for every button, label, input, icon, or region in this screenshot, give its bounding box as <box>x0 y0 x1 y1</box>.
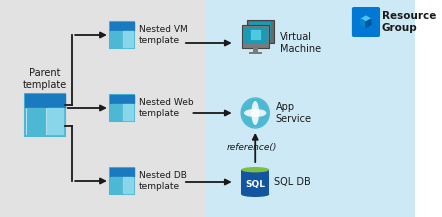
Circle shape <box>241 98 269 128</box>
Text: SQL DB: SQL DB <box>274 177 311 187</box>
Bar <box>123 104 133 120</box>
Bar <box>110 95 134 103</box>
Bar <box>27 108 45 134</box>
Text: Nested VM
template: Nested VM template <box>139 25 187 45</box>
Text: Resource
Group: Resource Group <box>382 11 436 33</box>
FancyBboxPatch shape <box>352 7 380 37</box>
Bar <box>46 108 63 134</box>
Bar <box>110 22 134 48</box>
Text: Nested DB
template: Nested DB template <box>139 171 187 191</box>
Text: App
Service: App Service <box>276 102 312 124</box>
Polygon shape <box>361 19 366 28</box>
Bar <box>123 177 133 193</box>
Bar <box>249 22 271 40</box>
Polygon shape <box>361 16 371 22</box>
Bar <box>25 94 65 107</box>
Text: Nested Web
template: Nested Web template <box>139 98 194 118</box>
Bar <box>206 0 415 217</box>
Text: Parent
template: Parent template <box>23 68 67 90</box>
Bar <box>123 31 133 47</box>
Bar <box>110 168 134 176</box>
Polygon shape <box>366 19 371 28</box>
Text: Virtual
Machine: Virtual Machine <box>280 32 321 54</box>
Bar <box>110 22 134 30</box>
Ellipse shape <box>241 192 269 197</box>
Circle shape <box>241 98 269 128</box>
Bar <box>253 48 258 52</box>
Bar <box>111 104 122 120</box>
Ellipse shape <box>251 101 259 125</box>
Bar <box>25 94 65 136</box>
Ellipse shape <box>241 167 269 172</box>
Bar <box>244 27 267 44</box>
Bar <box>242 25 269 48</box>
Text: SQL: SQL <box>245 179 265 189</box>
Bar <box>247 20 274 43</box>
Bar <box>110 95 134 121</box>
Bar <box>241 170 269 194</box>
Text: reference(): reference() <box>226 143 277 152</box>
Bar <box>0 0 206 217</box>
Ellipse shape <box>244 109 267 117</box>
Bar <box>111 177 122 193</box>
Bar <box>250 29 261 40</box>
Bar <box>111 31 122 47</box>
Bar <box>110 168 134 194</box>
Circle shape <box>243 100 268 127</box>
Bar <box>249 52 263 54</box>
